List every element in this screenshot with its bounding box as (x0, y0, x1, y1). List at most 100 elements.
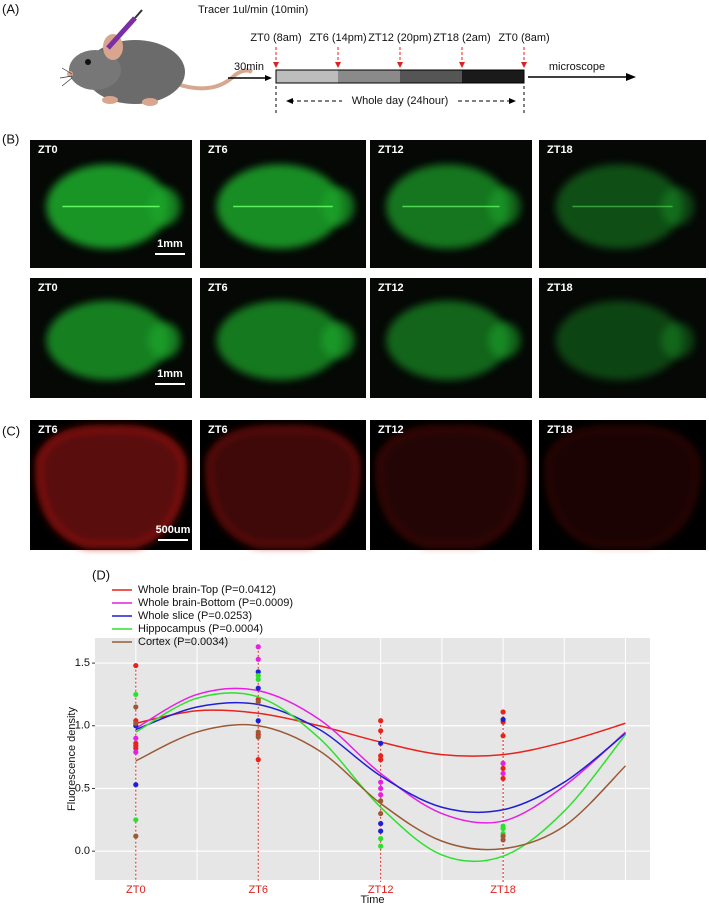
data-point (500, 770, 506, 777)
timepoint-arrow-head (273, 62, 279, 68)
legend-label: Whole brain-Top (P=0.0412) (138, 584, 276, 596)
brain (555, 300, 683, 380)
end-label: microscope (549, 61, 605, 73)
image-label: ZT6 (208, 424, 228, 436)
fit-curve (135, 692, 627, 863)
brain (555, 164, 683, 249)
data-point (255, 718, 261, 724)
data-point (500, 765, 506, 772)
data-point (133, 745, 139, 751)
y-tick-label: 1.0 (75, 720, 90, 732)
data-point (500, 716, 506, 723)
brain-lobe (148, 187, 181, 226)
data-point (500, 837, 506, 843)
timeline-bar (275, 69, 525, 84)
brain (46, 300, 170, 380)
timepoint-arrow-head (521, 62, 527, 68)
slice-image: ZT6 500um (30, 420, 192, 550)
timepoint-arrow-head (397, 62, 403, 68)
brain-lobe (660, 187, 695, 226)
data-point (378, 798, 384, 804)
brain-image: ZT18 (539, 140, 706, 268)
data-point (133, 749, 139, 755)
panel-label: (B) (2, 131, 19, 146)
timepoint-label: ZT12 (20pm) (368, 32, 432, 44)
data-point (255, 729, 261, 735)
data-point (255, 673, 261, 679)
scale-bar-label: 500um (156, 524, 191, 536)
brain-lobe (148, 322, 181, 359)
timepoint-label: ZT18 (2am) (433, 32, 490, 44)
mouse-illustration (59, 9, 253, 106)
data-point (378, 843, 384, 849)
brain-lobe (321, 187, 355, 226)
x-tick-label: ZT6 (248, 884, 268, 896)
span-label: Whole day (24hour) (352, 95, 449, 107)
brain-image: ZT18 (539, 278, 706, 398)
arrow-head (626, 73, 636, 81)
image-label: ZT6 (208, 144, 228, 156)
data-point (378, 828, 384, 834)
data-point (255, 669, 261, 675)
data-point (500, 775, 506, 782)
data-point (378, 810, 384, 817)
arrow-head (286, 98, 293, 104)
data-point (133, 662, 139, 669)
scale-bar-label: 1mm (157, 368, 183, 380)
data-point (500, 733, 506, 739)
delay-label: 30min (234, 61, 264, 73)
slice-image: ZT6 (200, 420, 366, 550)
image-label: ZT18 (547, 424, 573, 436)
x-tick-label: ZT0 (126, 884, 146, 896)
data-point (133, 817, 139, 823)
brain-lobe (321, 322, 355, 359)
data-point (255, 685, 261, 691)
data-point (378, 820, 384, 827)
slice (376, 426, 526, 548)
x-tick-label: ZT12 (368, 884, 394, 896)
y-tick-label: 1.5 (75, 657, 90, 669)
data-point (255, 699, 261, 705)
data-point (255, 676, 261, 682)
data-point (500, 825, 506, 832)
panel-label: (D) (92, 567, 110, 582)
image-label: ZT6 (38, 424, 58, 436)
brain-lobe (488, 187, 521, 226)
scale-bar-label: 1mm (157, 238, 183, 250)
data-point (378, 753, 384, 759)
timepoint-label: ZT6 (14pm) (309, 32, 366, 44)
brain-image: ZT6 (200, 140, 366, 268)
data-point (378, 718, 384, 724)
legend-label: Hippocampus (P=0.0004) (138, 623, 263, 635)
data-point (500, 833, 506, 839)
data-point (378, 785, 384, 792)
image-label: ZT0 (38, 144, 58, 156)
data-point (133, 735, 139, 741)
legend-label: Cortex (P=0.0034) (138, 636, 228, 648)
data-point (378, 836, 384, 842)
image-label: ZT0 (38, 282, 58, 294)
image-label: ZT6 (208, 282, 228, 294)
data-point (255, 734, 261, 740)
data-point (378, 757, 384, 763)
x-tick-label: ZT18 (490, 884, 516, 896)
data-point (500, 760, 506, 766)
data-point (133, 833, 139, 839)
image-label: ZT12 (378, 282, 404, 294)
panel-label: (A) (2, 1, 19, 16)
timepoint-label: ZT0 (8am) (250, 32, 301, 44)
slice (545, 426, 700, 548)
brain-image: ZT12 (370, 140, 532, 268)
data-point (378, 728, 384, 734)
data-point (378, 792, 384, 798)
data-point (378, 740, 384, 746)
legend-label: Whole brain-Bottom (P=0.0009) (138, 597, 293, 609)
brain (386, 300, 510, 380)
tracer-label: Tracer 1ul/min (10min) (198, 4, 308, 16)
legend-label: Whole slice (P=0.0253) (138, 610, 252, 622)
slice (206, 426, 360, 548)
slice-image: ZT12 (370, 420, 532, 550)
data-point (255, 757, 261, 763)
brain-lobe (660, 322, 695, 359)
timepoint-arrow-head (459, 62, 465, 68)
